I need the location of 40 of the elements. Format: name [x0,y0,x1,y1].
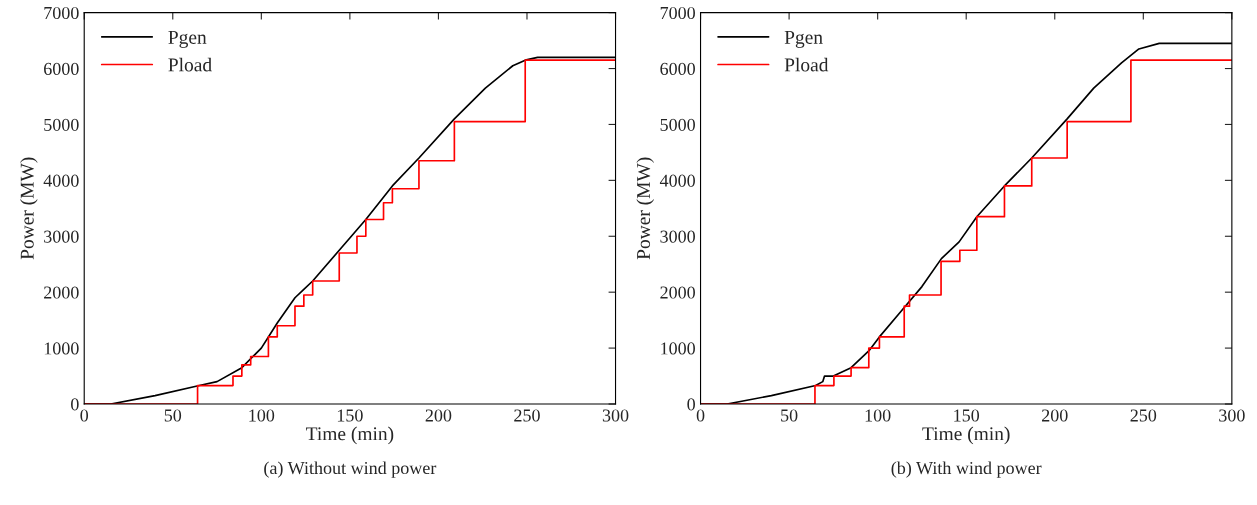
x-axis-title: Time (min) [922,426,1010,445]
y-tick-label: 5000 [660,118,695,131]
text: (b) With wind power [891,461,1042,478]
legend-label: Pload [784,57,829,72]
x-tick-label: 200 [1042,409,1068,422]
y-tick-label: 2000 [660,286,695,299]
x-tick-label: 100 [865,409,891,422]
y-tick-label: 4000 [659,174,695,187]
y-tick-label: 1000 [661,342,695,355]
y-tick-label: 1000 [44,342,79,355]
legend-label: Pgen [168,31,207,48]
y-tick-label: 7000 [660,6,695,20]
x-tick-label: 0 [80,409,89,422]
y-tick-label: 6000 [44,62,79,75]
y-tick-label: 3000 [44,230,79,243]
y-tick-label: 5000 [44,118,79,131]
text: (a) Without wind power [264,461,437,478]
x-tick-label: 50 [781,409,798,422]
y-tick-label: 4000 [43,174,79,187]
y-tick-label: 2000 [44,286,79,299]
x-tick-label: 100 [249,409,275,422]
legend-label: Pload [168,57,212,72]
x-tick-label: 300 [602,409,629,422]
x-tick-label: 150 [337,409,363,422]
x-tick-label: 250 [1130,409,1157,422]
y-tick-label: 3000 [660,230,695,243]
legend-label: Pgen [784,31,823,48]
x-tick-label: 150 [954,409,980,422]
x-tick-label: 200 [425,409,452,422]
y-tick-label: 7000 [44,6,79,20]
y-axis-title: Power (MW) [636,157,655,260]
x-tick-label: 50 [164,409,182,422]
y-tick-label: 6000 [660,62,695,75]
x-axis-title: Time (min) [306,426,394,445]
x-tick-label: 300 [1219,409,1245,422]
y-tick-label: 0 [71,398,79,411]
y-axis-title: Power (MW) [20,157,38,260]
y-tick-label: 0 [687,398,695,411]
x-tick-label: 0 [696,409,705,422]
x-tick-label: 250 [514,409,540,422]
